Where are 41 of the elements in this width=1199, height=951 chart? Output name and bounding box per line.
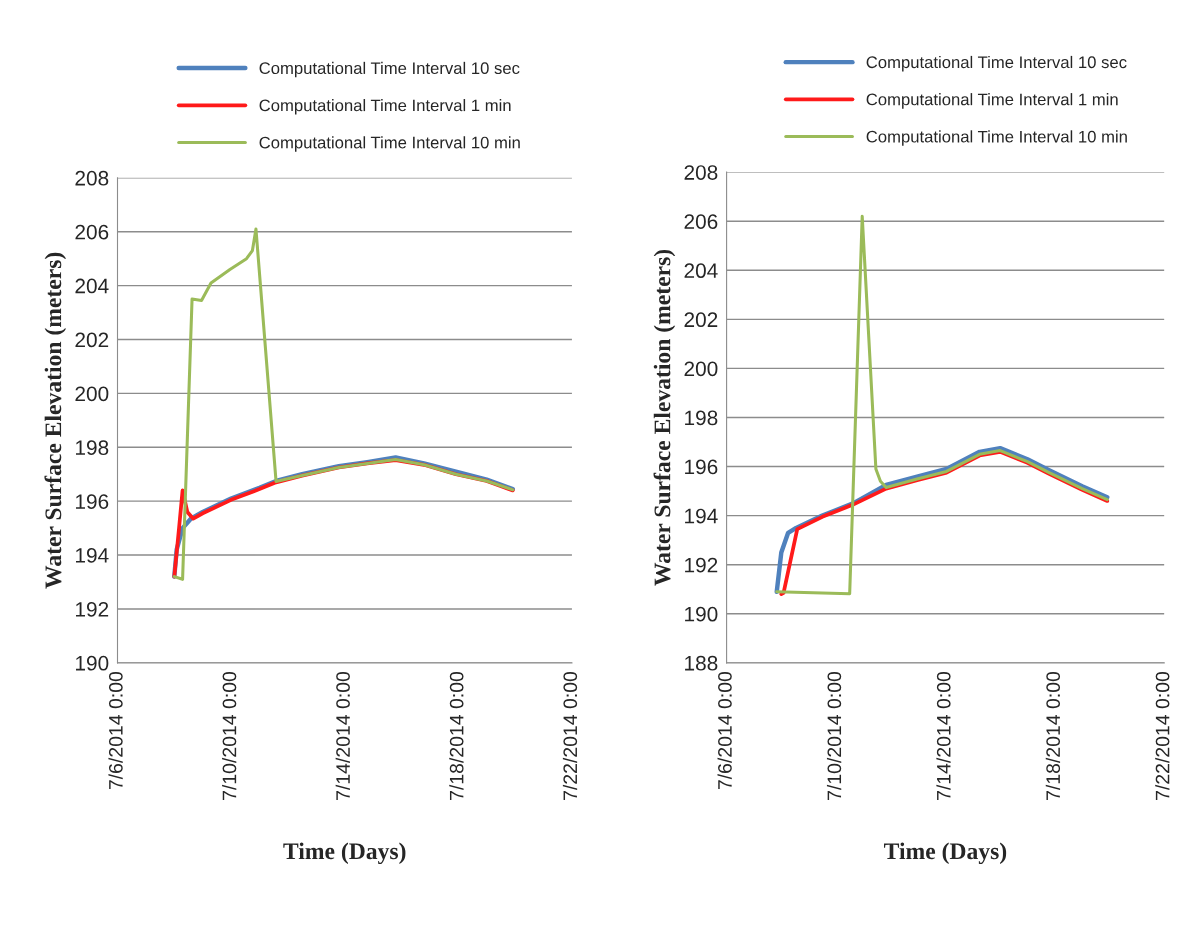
y-tick-label: 188 <box>685 655 718 671</box>
y-tick-label: 198 <box>76 440 109 456</box>
x-tick-label: 7/22/2014 0:00 <box>1155 671 1170 800</box>
x-tick-label: 7/14/2014 0:00 <box>936 671 951 800</box>
y-tick-label: 196 <box>685 459 718 475</box>
x-tick-label: 7/6/2014 0:00 <box>717 671 732 790</box>
x-axis-title: Time (Days) <box>283 842 406 865</box>
y-tick-label: 206 <box>75 224 109 240</box>
y-tick-label: 192 <box>685 557 718 573</box>
legend-label: Computational Time Interval 10 sec <box>866 55 1127 72</box>
y-tick-label: 194 <box>685 508 718 524</box>
y-tick-label: 196 <box>76 494 109 509</box>
legend-label: Computational Time Interval 10 sec <box>259 61 520 78</box>
x-tick-label: 7/14/2014 0:00 <box>335 671 350 800</box>
y-tick-label: 202 <box>75 332 109 348</box>
y-tick-label: 190 <box>685 606 718 622</box>
y-tick-label: 200 <box>684 361 718 377</box>
y-tick-label: 204 <box>684 263 718 279</box>
legend-label: Computational Time Interval 1 min <box>259 99 511 115</box>
y-tick-label: 190 <box>76 655 109 671</box>
y-tick-label: 204 <box>75 278 109 294</box>
y-tick-label: 208 <box>684 165 718 180</box>
legend-label: Computational Time Interval 10 min <box>866 130 1127 146</box>
x-tick-label: 7/6/2014 0:00 <box>108 671 123 790</box>
x-tick-label: 7/10/2014 0:00 <box>826 671 842 800</box>
x-tick-label: 7/22/2014 0:00 <box>562 671 578 800</box>
y-tick-label: 202 <box>684 312 718 328</box>
legend-label: Computational Time Interval 10 min <box>259 136 520 152</box>
x-axis-title: Time (Days) <box>884 842 1007 865</box>
y-tick-label: 206 <box>684 214 718 229</box>
y-axis-title: Water Surface Elevation (meters) <box>44 252 67 589</box>
x-tick-label: 7/10/2014 0:00 <box>222 671 237 800</box>
y-tick-label: 194 <box>76 548 109 563</box>
legend-label: Computational Time Interval 1 min <box>866 93 1118 109</box>
x-tick-label: 7/18/2014 0:00 <box>1045 671 1061 800</box>
y-tick-label: 208 <box>75 170 109 186</box>
y-axis-title: Water Surface Elevation (meters) <box>653 249 676 586</box>
y-tick-label: 192 <box>76 601 109 617</box>
x-tick-label: 7/18/2014 0:00 <box>449 671 464 800</box>
y-tick-label: 200 <box>75 386 109 402</box>
y-tick-label: 198 <box>685 410 718 426</box>
